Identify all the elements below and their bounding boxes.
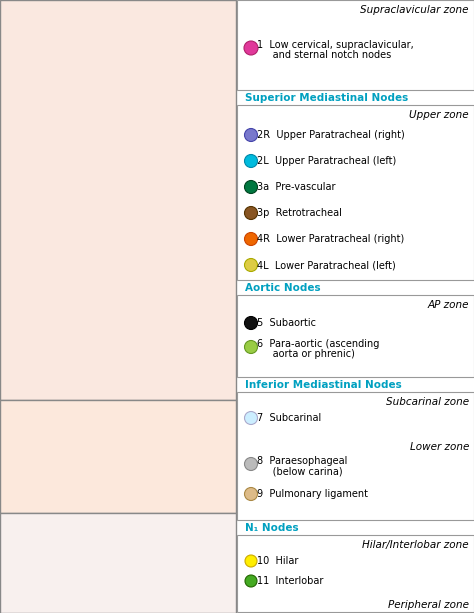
Text: 11  Interlobar: 11 Interlobar <box>257 576 323 586</box>
Text: (below carina): (below carina) <box>257 466 343 476</box>
Bar <box>237 392 474 520</box>
Text: 3a  Pre-vascular: 3a Pre-vascular <box>257 182 336 192</box>
Text: and sternal notch nodes: and sternal notch nodes <box>257 50 391 60</box>
Text: Peripheral zone: Peripheral zone <box>388 600 469 610</box>
Text: 4L  Lower Paratracheal (left): 4L Lower Paratracheal (left) <box>257 260 396 270</box>
Bar <box>237 105 474 280</box>
Bar <box>237 535 474 612</box>
Text: 5  Subaortic: 5 Subaortic <box>257 318 316 328</box>
Circle shape <box>245 154 257 167</box>
Bar <box>237 0 474 90</box>
Text: Superior Mediastinal Nodes: Superior Mediastinal Nodes <box>245 93 408 103</box>
Text: N₁ Nodes: N₁ Nodes <box>245 523 299 533</box>
Text: 1  Low cervical, supraclavicular,: 1 Low cervical, supraclavicular, <box>257 40 414 50</box>
Text: Upper zone: Upper zone <box>410 110 469 120</box>
Text: 7  Subcarinal: 7 Subcarinal <box>257 413 321 423</box>
Circle shape <box>245 555 257 567</box>
Bar <box>0 400 236 513</box>
Circle shape <box>245 411 257 424</box>
Text: 4R  Lower Paratracheal (right): 4R Lower Paratracheal (right) <box>257 234 404 244</box>
Text: 9  Pulmonary ligament: 9 Pulmonary ligament <box>257 489 368 499</box>
Text: Supraclavicular zone: Supraclavicular zone <box>361 5 469 15</box>
Circle shape <box>245 129 257 142</box>
Circle shape <box>245 259 257 272</box>
Text: AP zone: AP zone <box>428 300 469 310</box>
Circle shape <box>245 207 257 219</box>
Bar <box>0 0 236 400</box>
Circle shape <box>245 575 257 587</box>
Bar <box>237 295 474 377</box>
Bar <box>0 513 236 613</box>
Text: 2R  Upper Paratracheal (right): 2R Upper Paratracheal (right) <box>257 130 405 140</box>
Circle shape <box>245 457 257 471</box>
Circle shape <box>244 41 258 55</box>
Text: Subcarinal zone: Subcarinal zone <box>386 397 469 407</box>
Circle shape <box>245 340 257 354</box>
Circle shape <box>245 180 257 194</box>
Text: aorta or phrenic): aorta or phrenic) <box>257 349 355 359</box>
Text: 8  Paraesophageal: 8 Paraesophageal <box>257 456 347 466</box>
Text: 2L  Upper Paratracheal (left): 2L Upper Paratracheal (left) <box>257 156 396 166</box>
Text: Aortic Nodes: Aortic Nodes <box>245 283 320 293</box>
Circle shape <box>245 487 257 500</box>
Circle shape <box>245 232 257 245</box>
Circle shape <box>245 316 257 330</box>
Text: 3p  Retrotracheal: 3p Retrotracheal <box>257 208 342 218</box>
Text: Hilar/Interlobar zone: Hilar/Interlobar zone <box>363 540 469 550</box>
Text: Lower zone: Lower zone <box>410 442 469 452</box>
Text: 6  Para-aortic (ascending: 6 Para-aortic (ascending <box>257 339 379 349</box>
Text: Inferior Mediastinal Nodes: Inferior Mediastinal Nodes <box>245 380 402 390</box>
Text: 10  Hilar: 10 Hilar <box>257 556 298 566</box>
